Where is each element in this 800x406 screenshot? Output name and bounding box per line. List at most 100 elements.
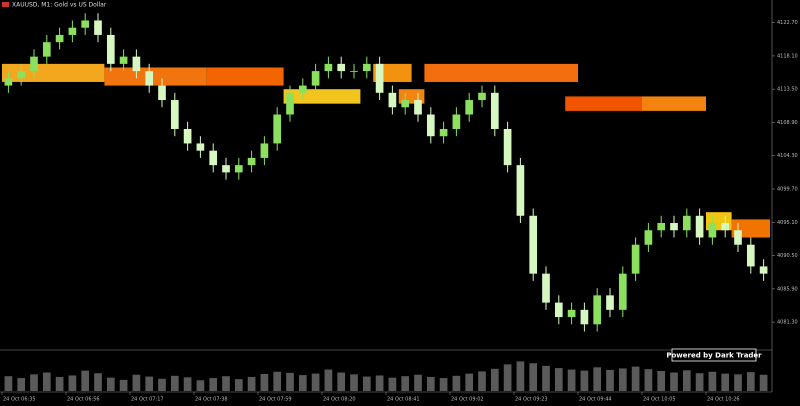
- x-tick-label: 24 Oct 10:05: [643, 397, 676, 403]
- candle-body: [81, 20, 90, 28]
- volume-bar: [17, 378, 26, 391]
- candle-body: [4, 78, 13, 86]
- candle-body: [273, 114, 282, 144]
- candle-body: [209, 150, 218, 166]
- candle-body: [490, 92, 499, 129]
- y-tick-label: 4108.90: [777, 120, 798, 126]
- volume-bar: [567, 369, 576, 391]
- candle-body: [465, 100, 474, 115]
- candle-body: [759, 266, 768, 274]
- volume-bar: [414, 374, 422, 391]
- candle-body: [311, 71, 320, 86]
- candle-body: [746, 244, 755, 267]
- candle-body: [158, 85, 166, 101]
- zone: [2, 63, 105, 82]
- volume-bar: [132, 374, 141, 391]
- volume-bar: [170, 375, 179, 391]
- volume-bar: [298, 375, 307, 391]
- volume-bar: [695, 373, 704, 391]
- x-tick-label: 24 Oct 09:44: [579, 397, 612, 403]
- volume-bar: [145, 376, 154, 391]
- candle-body: [55, 34, 64, 43]
- volume-bar: [30, 374, 38, 391]
- volume-bar: [618, 368, 627, 391]
- volume-bar: [465, 373, 474, 391]
- volume-bar: [734, 374, 742, 391]
- y-tick-label: 4099.70: [777, 187, 798, 193]
- x-tick-label: 24 Oct 10:26: [707, 397, 740, 403]
- candle-body: [260, 143, 269, 158]
- y-tick-label: 4122.70: [777, 20, 798, 26]
- candle-body: [657, 223, 666, 231]
- volume-bar: [222, 376, 230, 391]
- candle-body: [362, 63, 371, 72]
- volume-bar: [81, 370, 90, 391]
- candle-body: [375, 63, 384, 93]
- volume-bar: [529, 363, 538, 391]
- candle-body: [542, 273, 550, 303]
- volume-bar: [362, 376, 371, 391]
- volume-bar: [644, 369, 653, 391]
- zone: [424, 63, 578, 82]
- volume-bar: [375, 375, 384, 391]
- volume-bar: [682, 370, 691, 391]
- candle-body: [68, 27, 77, 35]
- volume-bar: [4, 376, 13, 391]
- volume-bar: [388, 377, 397, 391]
- candle-body: [695, 215, 704, 238]
- x-tick-label: 24 Oct 06:35: [3, 397, 36, 403]
- y-tick-label: 4090.50: [777, 253, 798, 259]
- candle-body: [606, 295, 614, 310]
- candle-body: [439, 128, 448, 137]
- candle-body: [247, 157, 256, 166]
- volume-bar: [452, 375, 461, 391]
- candle-body: [196, 143, 205, 151]
- x-tick-label: 24 Oct 07:59: [259, 397, 292, 403]
- volume-bar: [68, 375, 77, 391]
- volume-bar: [311, 373, 320, 391]
- volume-bar: [439, 378, 448, 391]
- volume-bar: [593, 367, 602, 391]
- y-tick-label: 4081.30: [777, 320, 798, 326]
- volume-bar: [119, 379, 128, 391]
- x-tick-label: 24 Oct 09:23: [515, 397, 548, 403]
- candle-body: [529, 215, 538, 274]
- candle-body: [286, 92, 294, 115]
- y-tick-label: 4095.10: [777, 220, 798, 226]
- candle-body: [106, 34, 115, 64]
- candle-body: [580, 309, 589, 325]
- candle-body: [734, 230, 742, 245]
- volume-bar: [401, 376, 410, 391]
- volume-bar: [273, 371, 282, 391]
- volume-bar: [55, 376, 64, 391]
- candle-body: [618, 273, 627, 310]
- volume-bar: [247, 376, 256, 391]
- candle-body: [644, 230, 653, 245]
- candle-body: [298, 85, 307, 93]
- volume-bar: [746, 372, 755, 391]
- candle-body: [222, 165, 230, 173]
- volume-bar: [94, 373, 102, 391]
- x-tick-label: 24 Oct 06:56: [67, 397, 100, 403]
- volume-bar: [721, 373, 730, 391]
- candle-body: [350, 71, 358, 72]
- x-tick-label: 24 Oct 08:41: [387, 397, 420, 403]
- volume-bar: [286, 372, 294, 391]
- candle-body: [324, 63, 333, 72]
- candle-body: [554, 302, 563, 318]
- candle-body: [721, 223, 730, 231]
- candle-body: [234, 165, 243, 173]
- volume-bar: [542, 365, 550, 391]
- volume-bar: [106, 377, 115, 391]
- y-tick-label: 4085.90: [777, 286, 798, 292]
- y-tick-label: 4118.10: [777, 53, 798, 59]
- candle-body: [17, 71, 26, 79]
- candle-body: [42, 42, 51, 57]
- zone: [642, 96, 706, 111]
- volume-bar: [631, 366, 640, 391]
- symbol-icon: [2, 2, 9, 7]
- candle-body: [682, 215, 691, 231]
- volume-bar: [708, 371, 717, 391]
